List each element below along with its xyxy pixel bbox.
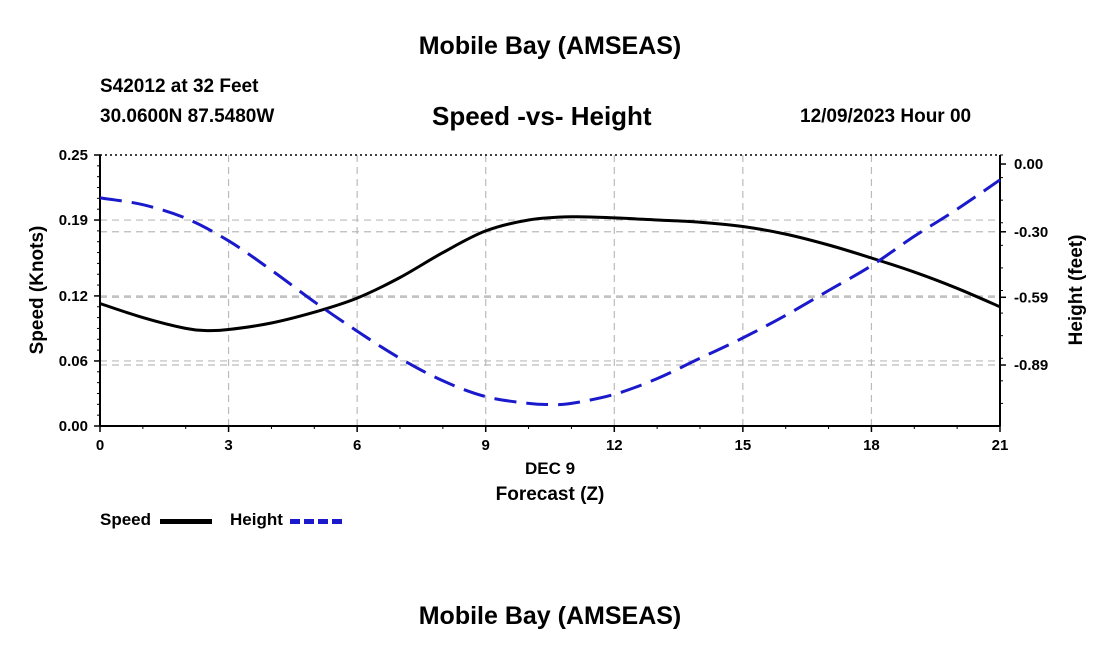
ticks-layer: 0 3 6 9 12 15 18 21 0.00 0.06 0.12 0.19 0.25 0.00 -0.3… [59, 147, 1048, 454]
x-tick-label: 3 [224, 437, 232, 454]
legend-height-label: Height [230, 510, 283, 529]
station-label: S42012 at 32 Feet [100, 76, 259, 97]
x-tick-label: 0 [96, 437, 104, 454]
y2-axis-label: Height (feet) [1066, 235, 1087, 346]
y-tick-label: 0.19 [59, 212, 88, 229]
x-tick-label: 9 [482, 437, 490, 454]
x-tick-label: 6 [353, 437, 361, 454]
y2-tick-label: -0.89 [1014, 357, 1048, 374]
y2-tick-label: -0.30 [1014, 224, 1048, 241]
chart-subtitle: Speed -vs- Height [432, 101, 652, 131]
x-sublabel: DEC 9 [525, 459, 575, 478]
x-tick-label: 12 [606, 437, 623, 454]
legend-speed-swatch [160, 519, 212, 524]
footer-title: Mobile Bay (AMSEAS) [418, 602, 682, 630]
y-tick-label: 0.06 [59, 353, 88, 370]
series-layer [99, 178, 1001, 407]
page-title: Mobile Bay (AMSEAS) [418, 32, 682, 60]
station-coords: 30.0600N 87.5480W [100, 106, 275, 127]
x-axis-label: Forecast (Z) [496, 484, 605, 505]
y2-tick-label: 0.00 [1014, 156, 1043, 173]
x-tick-label: 21 [992, 437, 1009, 454]
legend-height-swatch [290, 519, 342, 524]
forecast-date: 12/09/2023 Hour 00 [800, 106, 972, 127]
x-tick-label: 18 [863, 437, 880, 454]
y-tick-label: 0.25 [59, 147, 88, 164]
legend-speed-label: Speed [100, 510, 152, 529]
speed-series-line [99, 215, 1001, 333]
plot-frame [99, 154, 1001, 427]
y-tick-label: 0.00 [59, 418, 88, 435]
y2-tick-label: -0.59 [1014, 289, 1048, 306]
height-series-line [99, 178, 1001, 407]
y-axis-label: Speed (Knots) [27, 226, 48, 355]
x-tick-label: 15 [735, 437, 752, 454]
grid-layer [100, 155, 1000, 426]
y-tick-label: 0.12 [59, 288, 88, 305]
